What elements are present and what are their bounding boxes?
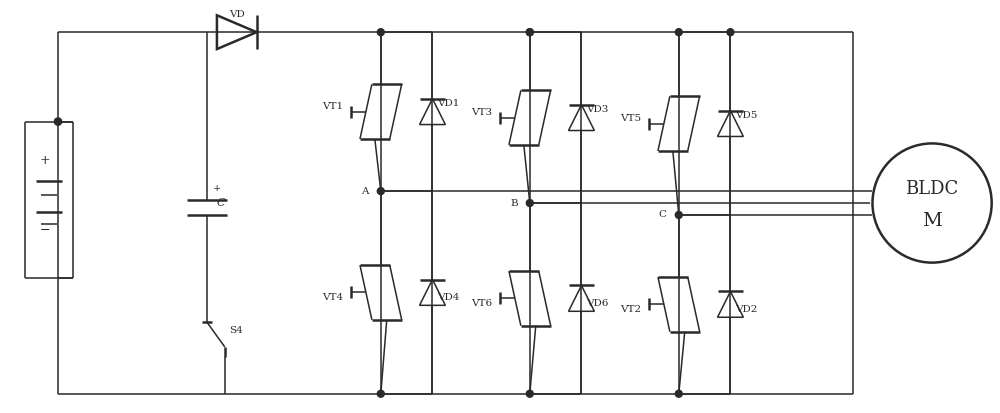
Circle shape [675, 390, 682, 397]
Text: VD3: VD3 [586, 105, 609, 114]
Text: VT4: VT4 [322, 293, 343, 302]
Text: A: A [361, 187, 369, 196]
Text: M: M [922, 212, 942, 230]
Circle shape [727, 29, 734, 36]
Text: +: + [40, 154, 50, 167]
Circle shape [526, 390, 533, 397]
Circle shape [377, 390, 384, 397]
Text: +: + [213, 184, 221, 192]
Text: VD1: VD1 [437, 99, 460, 108]
Text: VT1: VT1 [322, 102, 343, 111]
Text: VD2: VD2 [735, 305, 758, 314]
Text: S4: S4 [229, 326, 243, 335]
Circle shape [377, 188, 384, 195]
Text: B: B [510, 199, 518, 207]
Circle shape [526, 29, 533, 36]
Text: VD6: VD6 [586, 299, 609, 308]
Text: BLDC: BLDC [905, 180, 959, 198]
Text: VT5: VT5 [620, 114, 641, 123]
Text: VT2: VT2 [620, 305, 641, 314]
Text: C: C [217, 198, 225, 208]
Text: VT6: VT6 [471, 299, 492, 308]
Text: −: − [40, 224, 50, 237]
Circle shape [675, 211, 682, 218]
Circle shape [675, 29, 682, 36]
Circle shape [526, 29, 533, 36]
Circle shape [526, 199, 533, 206]
Text: C: C [659, 211, 667, 219]
Text: VD: VD [229, 10, 245, 19]
Circle shape [55, 118, 61, 125]
Circle shape [55, 118, 61, 125]
Circle shape [377, 29, 384, 36]
Text: VD4: VD4 [437, 293, 460, 302]
Text: VD5: VD5 [735, 111, 758, 120]
Text: VT3: VT3 [471, 108, 492, 117]
